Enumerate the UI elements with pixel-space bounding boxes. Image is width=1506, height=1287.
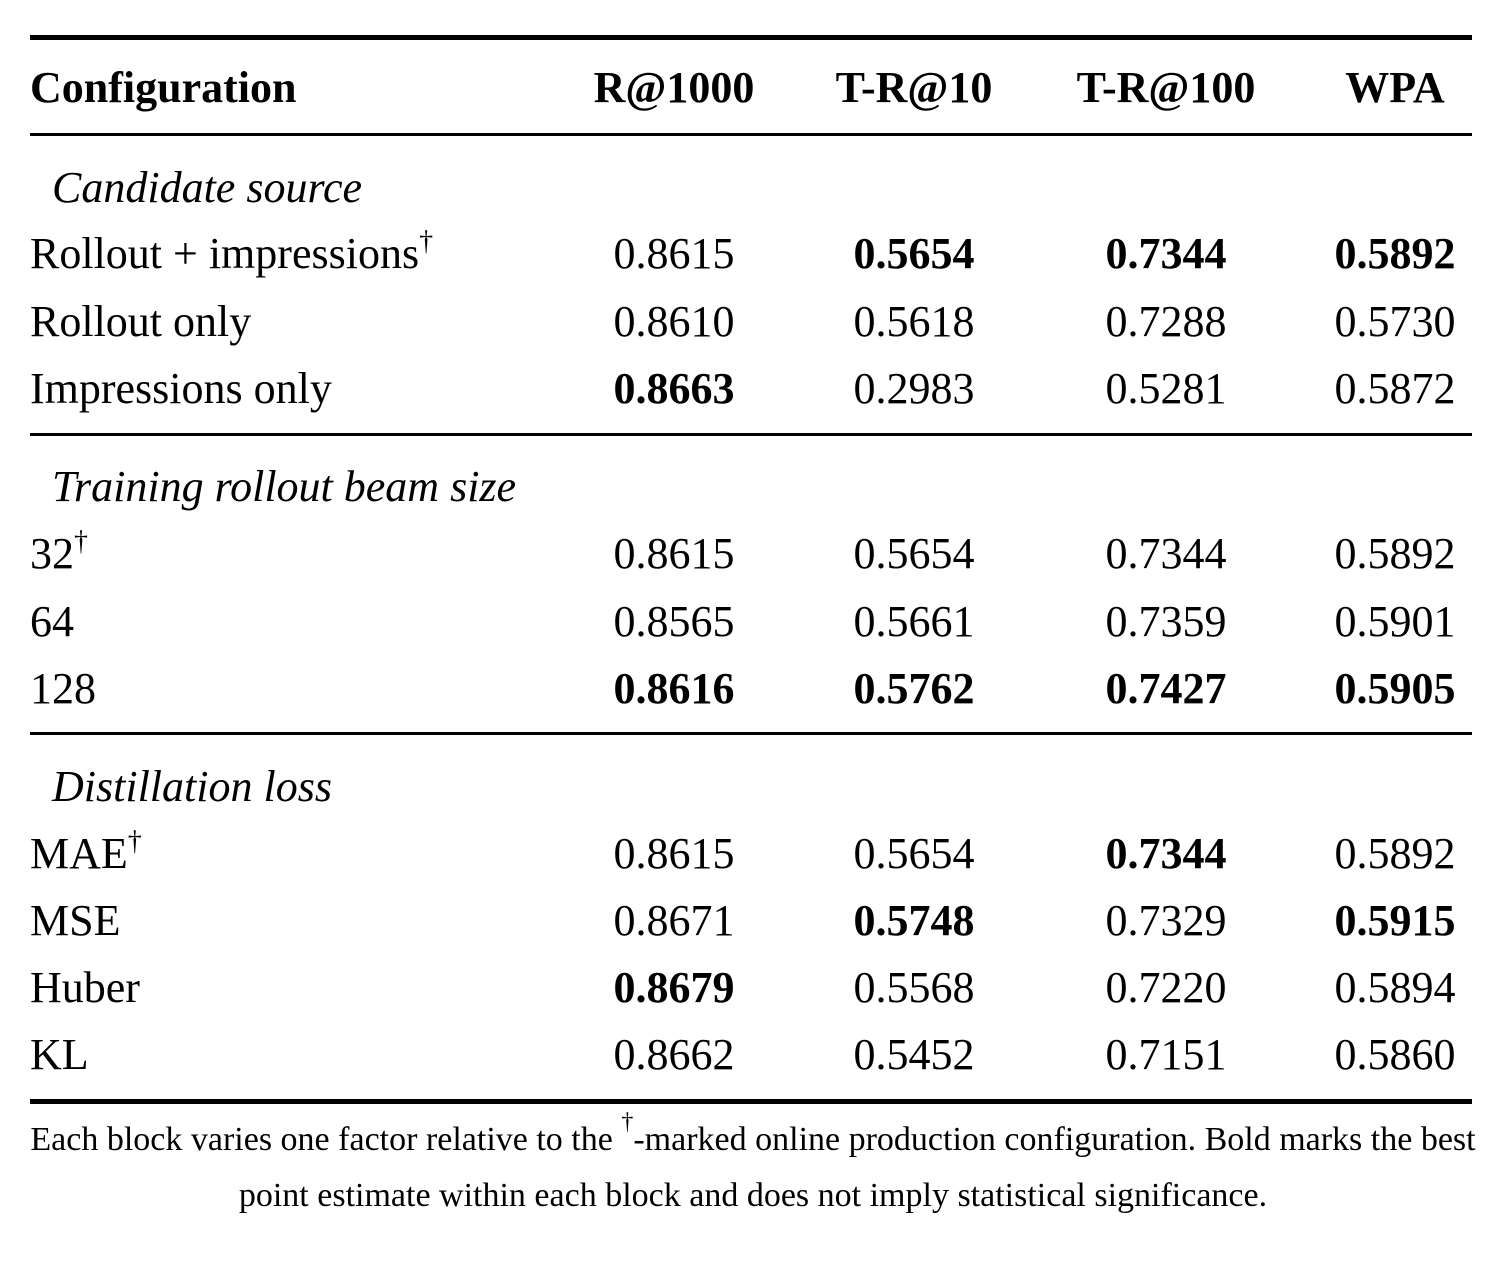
- row-label: Rollout only: [30, 297, 252, 346]
- table-cell: 0.2983: [853, 364, 975, 413]
- row-label: KL: [30, 1030, 89, 1079]
- table-cell: 0.7220: [1105, 963, 1227, 1012]
- table-cell: 0.5281: [1105, 364, 1227, 413]
- table-cell: 0.5618: [853, 297, 975, 346]
- row-label: Impressions only: [30, 364, 332, 413]
- table-cell: 0.5892: [1334, 229, 1456, 278]
- table-cell: 0.5905: [1334, 664, 1456, 713]
- row-label: MAE†: [30, 826, 142, 878]
- block-divider-1: [30, 433, 1472, 436]
- table-cell: 0.5748: [853, 896, 975, 945]
- dagger-mark: †: [74, 526, 88, 557]
- table-footnote: Each block varies one factor relative to…: [30, 1109, 1476, 1214]
- table-cell: 0.7288: [1105, 297, 1227, 346]
- table-cell: 0.8671: [613, 896, 735, 945]
- table-cell: 0.8610: [613, 297, 735, 346]
- table-cell: 0.5860: [1334, 1030, 1456, 1079]
- header-configuration: Configuration: [30, 63, 297, 112]
- row-label: Huber: [30, 963, 140, 1012]
- table-cell: 0.5661: [853, 597, 975, 646]
- table-cell: 0.8616: [613, 664, 735, 713]
- table-cell: 0.5894: [1334, 963, 1456, 1012]
- header-tr10: T-R@10: [835, 63, 993, 112]
- dagger-mark: †: [621, 1109, 634, 1135]
- table-cell: 0.5892: [1334, 529, 1456, 578]
- row-label: MSE: [30, 896, 121, 945]
- table-cell: 0.8615: [613, 829, 735, 878]
- table-cell: 0.7427: [1105, 664, 1227, 713]
- header-r1000: R@1000: [593, 63, 755, 112]
- row-label: 128: [30, 664, 96, 713]
- table-cell: 0.5872: [1334, 364, 1456, 413]
- table-cell: 0.7329: [1105, 896, 1227, 945]
- table-cell: 0.7359: [1105, 597, 1227, 646]
- top-rule: [30, 35, 1472, 40]
- dagger-mark: †: [127, 826, 142, 857]
- section-title: Candidate source: [52, 163, 362, 212]
- table-cell: 0.5901: [1334, 597, 1456, 646]
- table-cell: 0.8615: [613, 529, 735, 578]
- table-cell: 0.7344: [1105, 829, 1227, 878]
- table-cell: 0.5654: [853, 529, 975, 578]
- table-cell: 0.5654: [853, 829, 975, 878]
- table-cell: 0.5654: [853, 229, 975, 278]
- table-cell: 0.5452: [853, 1030, 975, 1079]
- row-label: 64: [30, 597, 74, 646]
- table-cell: 0.8615: [613, 229, 735, 278]
- table-cell: 0.8565: [613, 597, 735, 646]
- table-cell: 0.7344: [1105, 229, 1227, 278]
- bottom-rule: [30, 1099, 1472, 1104]
- row-label: Rollout + impressions†: [30, 226, 434, 278]
- table-cell: 0.7344: [1105, 529, 1227, 578]
- table-cell: 0.5892: [1334, 829, 1456, 878]
- section-title: Training rollout beam size: [52, 462, 517, 511]
- row-label: 32†: [30, 526, 88, 578]
- table-cell: 0.5568: [853, 963, 975, 1012]
- block-divider-2: [30, 732, 1472, 735]
- table-cell: 0.7151: [1105, 1030, 1227, 1079]
- header-rule: [30, 133, 1472, 136]
- table-cell: 0.5730: [1334, 297, 1456, 346]
- table-cell: 0.8663: [613, 364, 735, 413]
- table-cell: 0.5915: [1334, 896, 1456, 945]
- header-wpa: WPA: [1345, 63, 1445, 112]
- table-cell: 0.5762: [853, 664, 975, 713]
- table-cell: 0.8662: [613, 1030, 735, 1079]
- header-tr100: T-R@100: [1076, 63, 1256, 112]
- dagger-mark: †: [419, 226, 434, 257]
- table-cell: 0.8679: [613, 963, 735, 1012]
- section-title: Distillation loss: [52, 762, 332, 811]
